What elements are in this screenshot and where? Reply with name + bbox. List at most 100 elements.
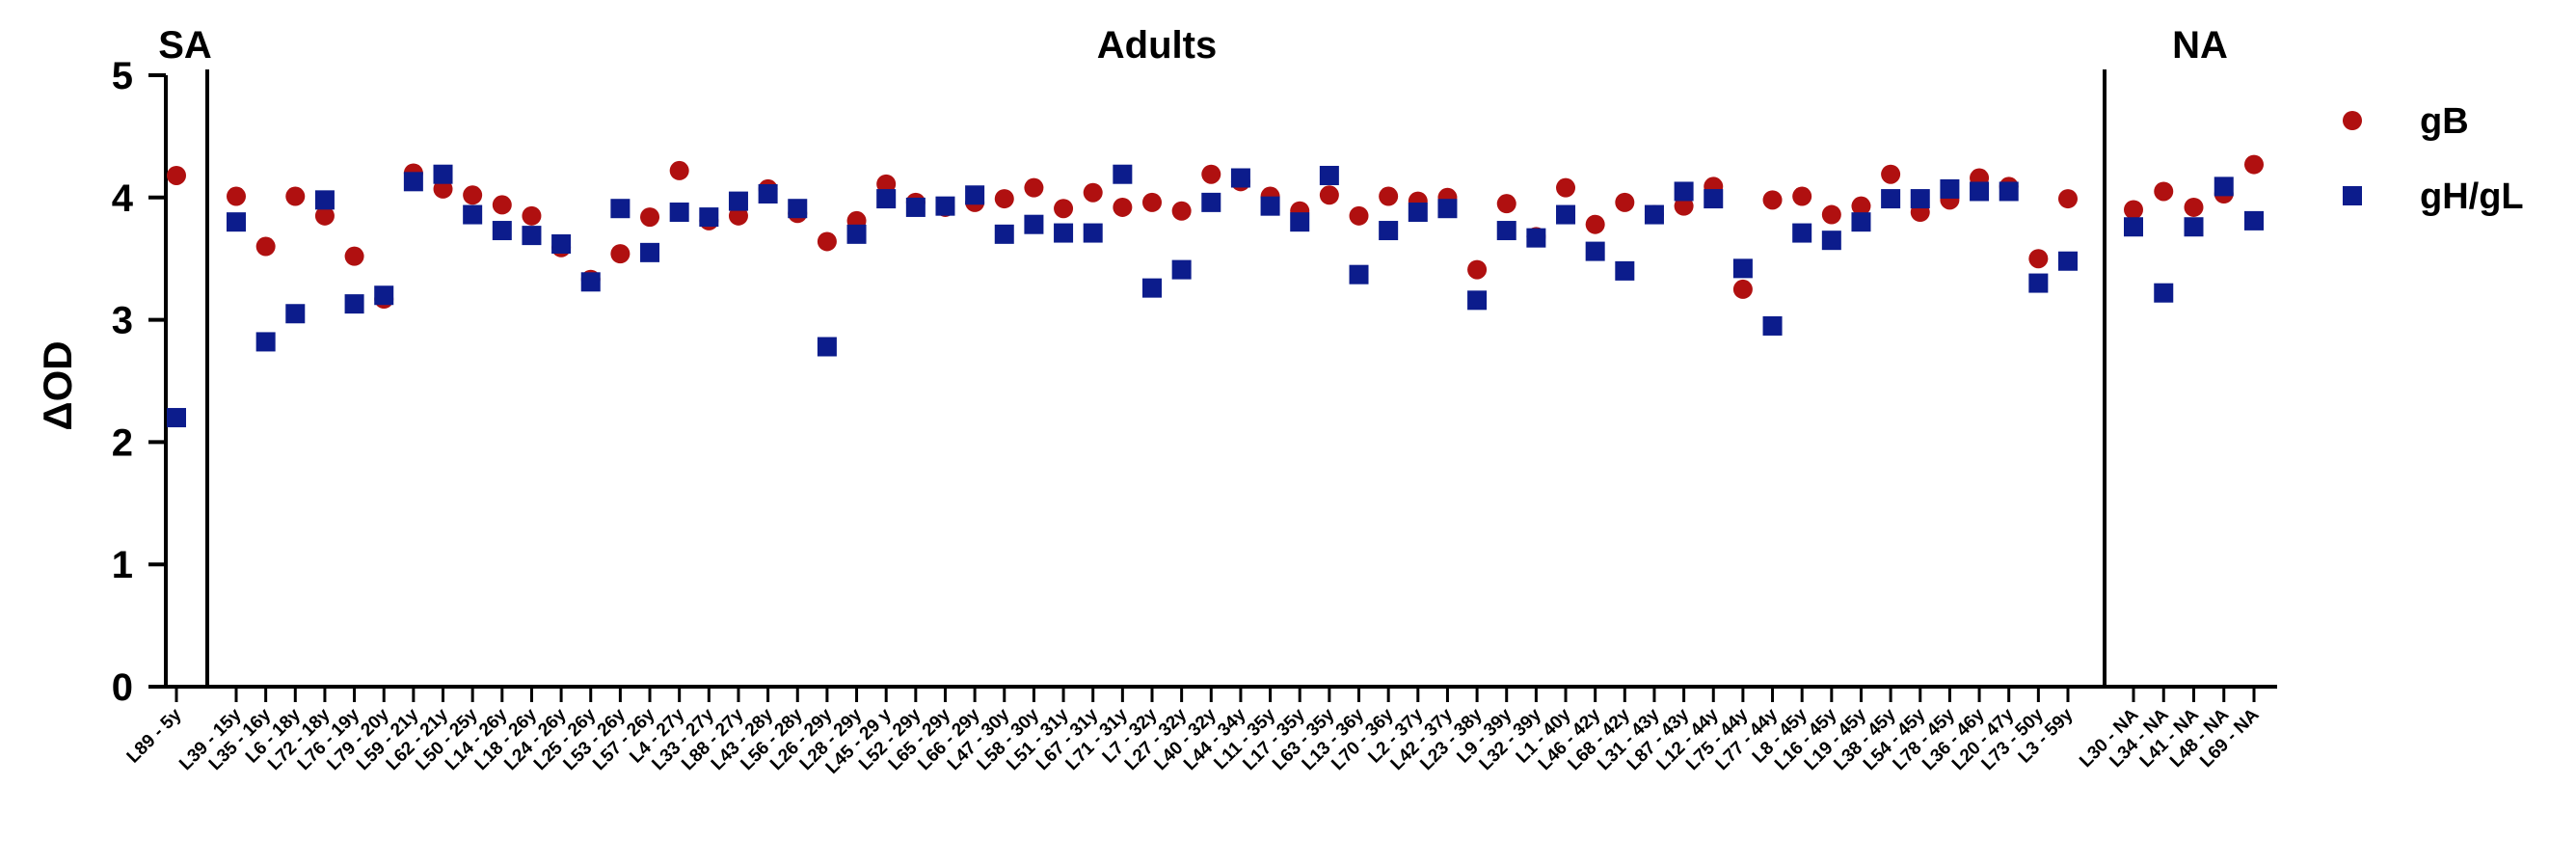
point-gh-gl — [1556, 204, 1576, 225]
point-gb — [1762, 190, 1783, 210]
point-gh-gl — [1644, 204, 1664, 225]
point-gh-gl — [1201, 192, 1221, 212]
point-gh-gl — [610, 199, 631, 219]
point-gb — [728, 205, 748, 226]
legend: gB gH/gL — [2343, 101, 2524, 217]
point-gh-gl — [640, 242, 660, 262]
point-gh-gl — [1437, 199, 1458, 219]
point-gh-gl — [1762, 315, 1783, 336]
point-gb — [1024, 177, 1044, 198]
point-gh-gl — [492, 221, 512, 241]
point-gh-gl — [255, 332, 276, 352]
point-gb — [492, 195, 512, 215]
point-gb — [2124, 200, 2143, 220]
point-gh-gl — [1260, 196, 1280, 216]
point-gh-gl — [167, 408, 186, 428]
point-gh-gl — [1349, 264, 1369, 285]
group-label-na: NA — [2172, 24, 2228, 67]
point-gh-gl — [1141, 278, 1162, 298]
point-gh-gl — [2124, 217, 2143, 237]
group-label-sa: SA — [158, 24, 212, 67]
point-gb — [876, 174, 897, 194]
point-gh-gl — [994, 224, 1014, 244]
point-gb — [640, 207, 660, 228]
point-gh-gl — [1704, 189, 1724, 209]
point-gh-gl — [1113, 164, 1133, 184]
point-gh-gl — [1054, 223, 1074, 243]
point-gb — [2184, 197, 2204, 217]
point-gh-gl — [433, 164, 453, 184]
point-gh-gl — [344, 294, 364, 314]
y-ticks: 0 1 2 3 4 5 — [112, 55, 166, 709]
point-gb — [1083, 182, 1103, 203]
point-gh-gl — [817, 337, 837, 357]
point-gh-gl — [1970, 181, 1990, 202]
point-gh-gl — [580, 272, 601, 292]
point-gh-gl — [1526, 228, 1546, 248]
point-gh-gl — [1319, 165, 1339, 185]
point-gb — [433, 178, 453, 199]
point-gb — [1732, 279, 1753, 299]
point-gb — [1054, 199, 1074, 219]
point-gh-gl — [2057, 251, 2078, 271]
data-points — [167, 154, 2264, 428]
group-label-adults: Adults — [1097, 24, 1217, 67]
point-gb — [1674, 196, 1694, 216]
point-gb — [1792, 186, 1812, 206]
point-gb — [314, 205, 335, 226]
y-tick-label: 3 — [112, 300, 133, 342]
point-gh-gl — [1230, 168, 1250, 188]
legend-label-gb: gB — [2420, 101, 2469, 142]
y-tick-label: 2 — [112, 421, 133, 464]
point-gh-gl — [1999, 181, 2019, 202]
point-gh-gl — [2154, 283, 2174, 303]
point-gb — [1496, 194, 1516, 214]
point-gb — [669, 160, 689, 180]
point-gb — [1821, 204, 1841, 225]
point-gb — [1467, 259, 1488, 280]
point-gh-gl — [2244, 210, 2264, 231]
point-gb — [255, 236, 276, 257]
y-tick-label: 1 — [112, 544, 133, 586]
point-gb — [2057, 189, 2078, 209]
point-gh-gl — [285, 304, 306, 324]
legend-label-gh-gl: gH/gL — [2420, 176, 2524, 217]
point-gb — [1319, 185, 1339, 205]
point-gh-gl — [1792, 223, 1812, 243]
point-gb — [1585, 214, 1605, 234]
point-gh-gl — [788, 199, 808, 219]
point-gh-gl — [1910, 189, 1930, 209]
point-gh-gl — [1821, 231, 1841, 251]
point-gh-gl — [669, 203, 689, 223]
point-gh-gl — [1496, 221, 1516, 241]
point-gb — [2244, 154, 2264, 175]
point-gh-gl — [1408, 203, 1428, 223]
point-gh-gl — [2184, 217, 2204, 237]
point-gb — [285, 186, 306, 206]
point-gh-gl — [846, 224, 867, 244]
point-gh-gl — [905, 197, 926, 217]
point-gh-gl — [1940, 178, 1960, 199]
point-gh-gl — [522, 226, 542, 246]
point-gb — [1171, 201, 1192, 221]
point-gh-gl — [1615, 260, 1635, 281]
point-gh-gl — [965, 185, 985, 205]
point-gb — [1615, 192, 1635, 212]
x-tick-label: L89 - 5y — [123, 704, 186, 767]
point-gh-gl — [1674, 181, 1694, 202]
point-gh-gl — [1024, 214, 1044, 234]
y-tick-label: 5 — [112, 55, 133, 97]
point-gb — [167, 165, 186, 185]
point-gh-gl — [1379, 221, 1399, 241]
point-gb — [1881, 164, 1901, 184]
legend-marker-gh-gl — [2343, 186, 2362, 205]
point-gb — [1141, 192, 1162, 212]
point-gb — [2154, 181, 2174, 202]
point-gh-gl — [1851, 212, 1871, 232]
point-gh-gl — [1171, 259, 1192, 280]
point-gb — [817, 231, 837, 252]
point-gh-gl — [758, 183, 778, 203]
point-gh-gl — [1083, 223, 1103, 243]
